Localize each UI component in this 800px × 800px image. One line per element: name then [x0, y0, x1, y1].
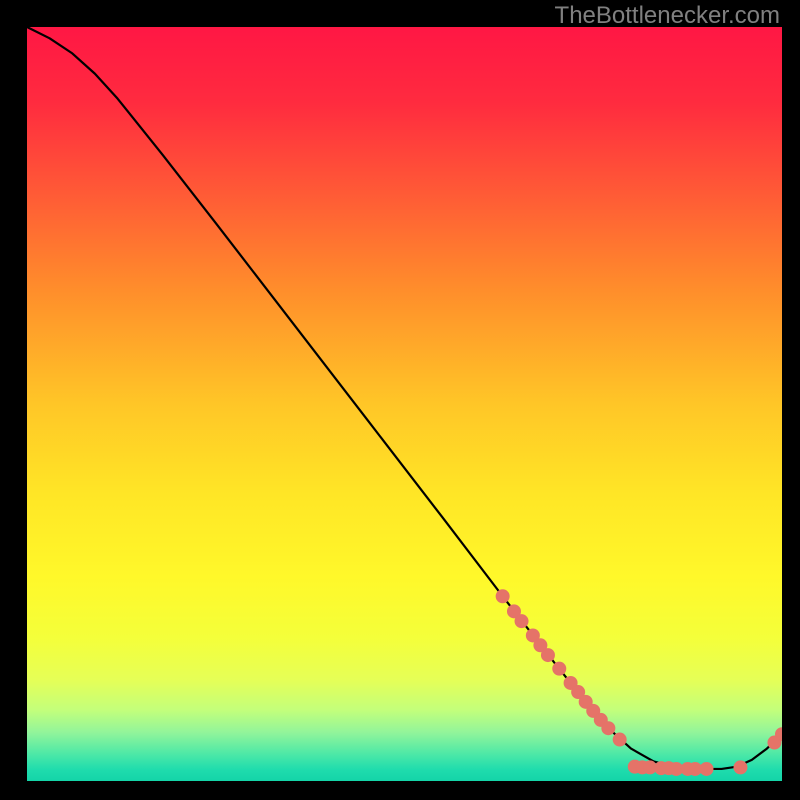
watermark-text: TheBottlenecker.com — [555, 2, 780, 30]
data-marker — [613, 733, 626, 746]
data-marker — [602, 722, 615, 735]
data-marker — [553, 662, 566, 675]
plot-area — [27, 27, 782, 781]
gradient-background — [27, 27, 782, 781]
data-marker — [515, 615, 528, 628]
data-marker — [541, 649, 554, 662]
data-marker — [496, 590, 509, 603]
data-marker — [734, 761, 747, 774]
chart-stage: TheBottlenecker.com — [0, 0, 800, 800]
data-marker — [700, 762, 713, 775]
plot-svg — [27, 27, 782, 781]
